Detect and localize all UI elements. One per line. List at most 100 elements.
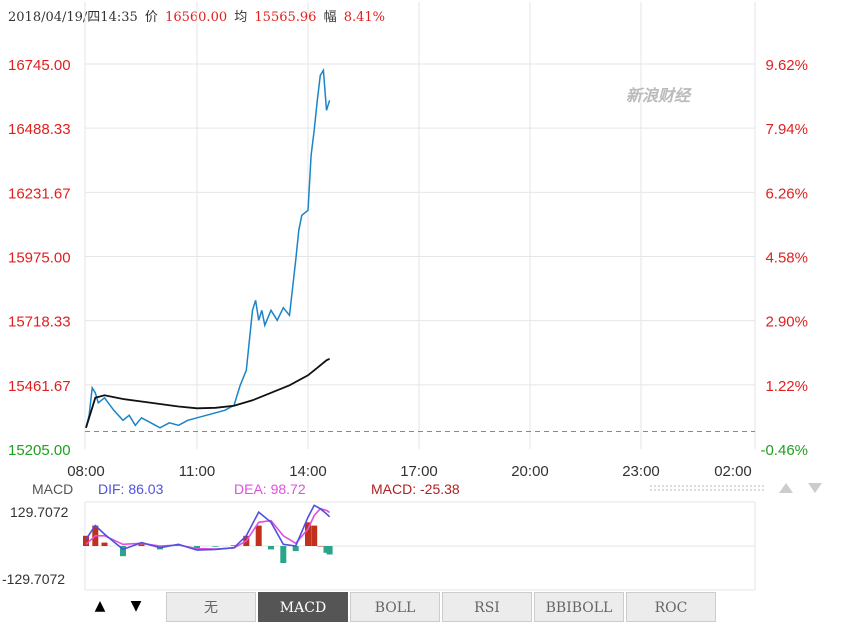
scroll-dot [726, 489, 728, 491]
average-value: 15565.96 [254, 10, 317, 25]
macd-bar [194, 546, 200, 549]
tab-bbiboll[interactable]: BBIBOLL [534, 592, 624, 622]
tab-boll[interactable]: BOLL [350, 592, 440, 622]
price-label: 价 [144, 10, 158, 25]
scroll-dot [670, 489, 672, 491]
x-tick: 08:00 [67, 463, 105, 480]
macd-legend: MACD DIF: 86.03 DEA: 98.72 MACD: -25.38 [32, 481, 460, 497]
scroll-dot [662, 485, 664, 487]
scroll-dot [650, 489, 652, 491]
scroll-dot [742, 485, 744, 487]
price-value: 16560.00 [165, 10, 228, 25]
macd-bar [292, 546, 299, 552]
macd-down-arrow-icon[interactable] [808, 483, 822, 493]
scroll-dot [654, 485, 656, 487]
y-tick-left: 16745.00 [8, 57, 71, 74]
y-tick-left: 15975.00 [8, 250, 71, 267]
sina-watermark: 新浪财经 [626, 87, 692, 105]
macd-bar [323, 546, 330, 553]
scroll-dot [678, 485, 680, 487]
scroll-dot [658, 489, 660, 491]
scroll-dot [698, 485, 700, 487]
x-tick: 11:00 [179, 463, 215, 480]
move-down-button[interactable]: ▼ [130, 598, 142, 614]
move-up-button[interactable]: ▲ [94, 598, 106, 614]
scroll-dot [666, 489, 668, 491]
macd-bar [326, 546, 333, 555]
quote-datetime: 2018/04/19/四14:35 [8, 10, 138, 25]
macd-bar [138, 544, 145, 546]
tab-macd[interactable]: MACD [258, 592, 348, 622]
scroll-dot [758, 485, 760, 487]
macd-up-arrow-icon[interactable] [779, 483, 793, 493]
tab-roc[interactable]: ROC [626, 592, 716, 622]
macd-bar [268, 546, 274, 550]
y-tick-left: 16231.67 [8, 185, 71, 202]
scroll-dot [758, 489, 760, 491]
y-tick-right: 2.90% [765, 314, 808, 331]
scroll-dot [650, 485, 652, 487]
scroll-dot [734, 485, 736, 487]
y-tick-right: 6.26% [765, 185, 808, 202]
macd-value-label: MACD: -25.38 [371, 481, 460, 497]
scroll-dot [682, 489, 684, 491]
dea-line [85, 507, 331, 550]
dif-line [85, 504, 331, 551]
x-tick: 02:00 [714, 463, 752, 480]
scroll-dot [662, 489, 664, 491]
series-layer [85, 67, 331, 429]
y-tick-right: 1.22% [765, 378, 808, 395]
scroll-dot [714, 489, 716, 491]
scroll-dot [750, 489, 752, 491]
scroll-dot [730, 485, 732, 487]
scroll-dot [710, 489, 712, 491]
quote-header: 2018/04/19/四14:35 价 16560.00 均 15565.96 … [8, 6, 388, 28]
scroll-handle-dots [650, 485, 764, 491]
tab-none[interactable]: 无 [166, 592, 256, 622]
y-axis-left: 16745.00 16488.33 16231.67 15975.00 15718.33… [8, 57, 71, 459]
macd-bar [212, 546, 219, 547]
indicator-tab-bar: ▲ ▼ 无 MACD BOLL RSI BBIBOLL ROC [84, 592, 720, 624]
grid-lines [84, 2, 756, 449]
scroll-dot [686, 489, 688, 491]
amplitude-label: 幅 [323, 10, 337, 25]
scroll-dot [746, 489, 748, 491]
scroll-dot [722, 485, 724, 487]
scroll-dot [734, 489, 736, 491]
macd-bar [120, 546, 126, 557]
price-line [85, 67, 331, 429]
scroll-dot [742, 489, 744, 491]
x-tick: 20:00 [511, 463, 549, 480]
macd-bar [311, 525, 318, 546]
macd-y-bottom: -129.7072 [2, 571, 65, 587]
y-axis-right: 9.62% 7.94% 6.26% 4.58% 2.90% 1.22% -0.46% [760, 57, 808, 459]
y-tick-left: 15205.00 [8, 442, 71, 459]
y-tick-right: -0.46% [760, 442, 808, 459]
scroll-dot [714, 485, 716, 487]
scroll-dot [702, 485, 704, 487]
y-tick-left: 15461.67 [8, 378, 71, 395]
macd-bar [280, 546, 287, 563]
average-line [85, 357, 330, 429]
scroll-dot [670, 485, 672, 487]
tab-rsi[interactable]: RSI [442, 592, 532, 622]
scroll-dot [762, 489, 764, 491]
scroll-dot [682, 485, 684, 487]
dif-label: DIF: 86.03 [98, 481, 164, 497]
scroll-dot [674, 485, 676, 487]
intraday-chart: 16745.00 16488.33 16231.67 15975.00 15718.33… [2, 2, 822, 591]
scroll-dot [750, 485, 752, 487]
scroll-dot [690, 485, 692, 487]
scroll-dot [754, 485, 756, 487]
scroll-dot [666, 485, 668, 487]
scroll-dot [730, 489, 732, 491]
scroll-dot [718, 489, 720, 491]
x-tick: 14:00 [289, 463, 327, 480]
average-label: 均 [234, 10, 248, 25]
scroll-dot [686, 485, 688, 487]
scroll-dot [722, 489, 724, 491]
amplitude-value: 8.41% [343, 10, 386, 25]
scroll-dot [738, 485, 740, 487]
macd-y-top: 129.7072 [10, 504, 69, 520]
macd-bar [101, 542, 108, 546]
